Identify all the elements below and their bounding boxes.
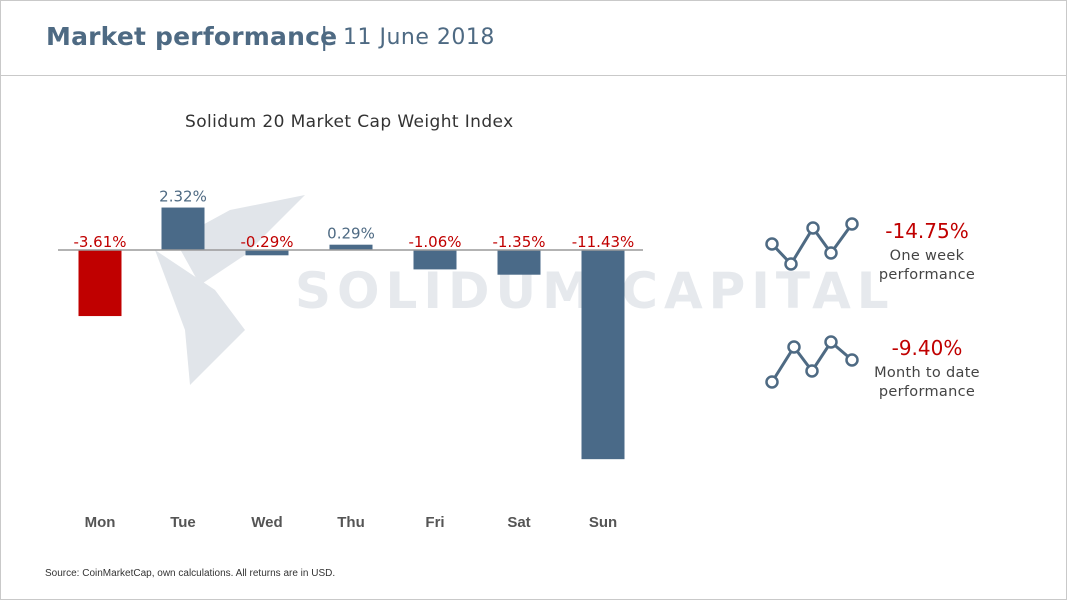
title-separator: | (320, 22, 329, 51)
data-label-sun: -11.43% (572, 233, 635, 251)
category-label-fri: Fri (425, 514, 444, 531)
watermark-logo-icon (155, 195, 305, 385)
category-label-thu: Thu (337, 514, 365, 531)
bar-thu (329, 244, 373, 250)
kpi-one-week-label: One week performance (862, 247, 992, 285)
bar-sun (581, 250, 625, 460)
data-label-wed: -0.29% (240, 233, 293, 251)
kpi-month-to-date-label-line1: Month to date (874, 365, 980, 381)
page-title: Market performance (46, 22, 338, 51)
data-label-fri: -1.06% (408, 233, 461, 251)
category-label-mon: Mon (85, 514, 116, 531)
bar-fri (413, 250, 457, 270)
category-label-sat: Sat (507, 514, 530, 531)
category-label-sun: Sun (589, 514, 617, 531)
report-date: 11 June 2018 (343, 25, 495, 50)
line-sparkline-icon (765, 217, 859, 271)
line-sparkline-icon (765, 335, 859, 389)
category-label-wed: Wed (251, 514, 282, 531)
bar-wed (245, 250, 289, 256)
kpi-one-week-label-line2: performance (878, 267, 976, 283)
data-label-tue: 2.32% (159, 188, 207, 206)
header: Market performance | 11 June 2018 (0, 0, 1067, 76)
kpi-month-to-date-value: -9.40% (891, 336, 963, 360)
data-label-sat: -1.35% (492, 233, 545, 251)
bar-tue (161, 207, 205, 250)
bar-mon (78, 250, 122, 317)
kpi-one-week-label-line1: One week (889, 248, 965, 264)
chart-title: Solidum 20 Market Cap Weight Index (185, 112, 514, 132)
bar-sat (497, 250, 541, 275)
data-label-mon: -3.61% (73, 233, 126, 251)
category-label-tue: Tue (170, 514, 196, 531)
kpi-one-week-value: -14.75% (885, 219, 969, 243)
kpi-month-to-date-label: Month to date performance (862, 364, 992, 402)
source-note: Source: CoinMarketCap, own calculations.… (45, 568, 336, 579)
kpi-month-to-date-label-line2: performance (878, 384, 976, 400)
data-label-thu: 0.29% (327, 225, 375, 243)
